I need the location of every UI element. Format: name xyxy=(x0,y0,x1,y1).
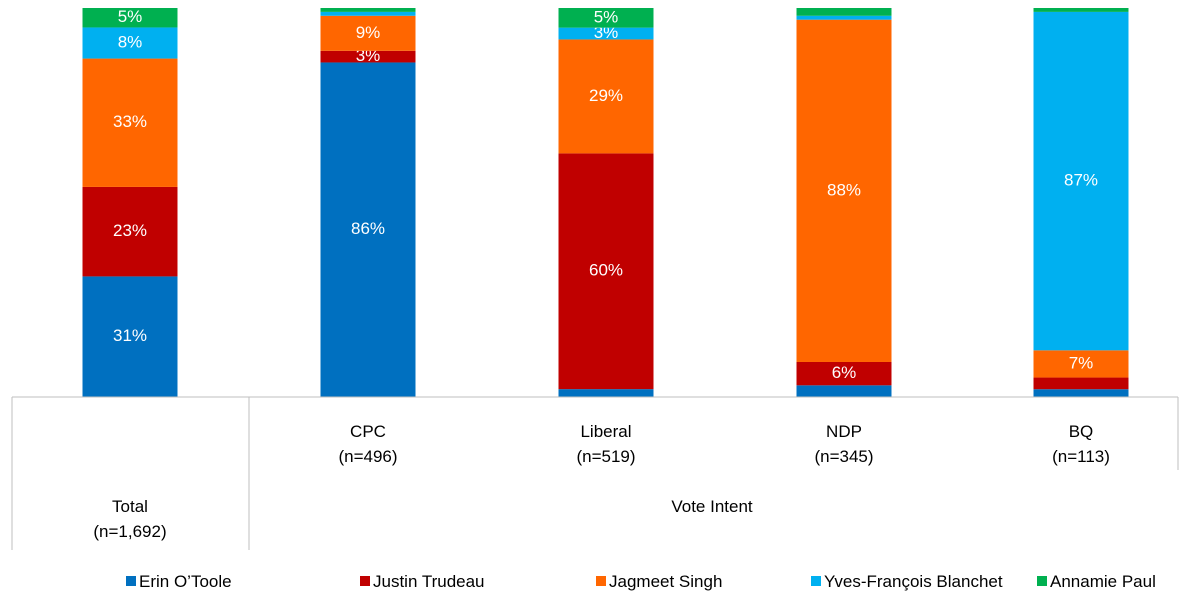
legend-swatch-jagmeet-singh xyxy=(596,576,606,586)
legend: Erin O’Toole Justin Trudeau Jagmeet Singh Y… xyxy=(126,572,1156,591)
legend-label-yves-francois-blanchet: Yves-François Blanchet xyxy=(824,572,1003,591)
data-label-ndp-jagmeet-singh: 88% xyxy=(827,180,861,199)
bar-cpc-jagmeet-singh xyxy=(320,15,416,51)
legend-swatch-annamie-paul xyxy=(1037,576,1047,586)
bars-layer: 31%23%33%8%5%86%3%9%60%29%3%5%6%88%7%87% xyxy=(82,7,1129,398)
data-label-bq-yves-francois-blanchet: 87% xyxy=(1064,171,1098,190)
data-label-cpc-jagmeet-singh: 9% xyxy=(356,23,381,42)
category-label-cpc: CPC xyxy=(350,422,386,441)
category-label-total: Total xyxy=(112,497,148,516)
bar-liberal-yves-francois-blanchet xyxy=(558,27,654,40)
data-label-cpc-erin-o-toole: 86% xyxy=(351,219,385,238)
data-label-bq-jagmeet-singh: 7% xyxy=(1069,353,1094,372)
bar-liberal-annamie-paul xyxy=(558,8,654,28)
data-label-total-yves-francois-blanchet: 8% xyxy=(118,32,143,51)
group-label-vote-intent: Vote Intent xyxy=(671,497,753,516)
bar-ndp-yves-francois-blanchet xyxy=(796,15,892,20)
bar-ndp-justin-trudeau xyxy=(796,361,892,386)
legend-label-erin-o-toole: Erin O’Toole xyxy=(139,572,232,591)
legend-label-justin-trudeau: Justin Trudeau xyxy=(373,572,485,591)
category-n-ndp: (n=345) xyxy=(814,447,873,466)
data-label-liberal-jagmeet-singh: 29% xyxy=(589,86,623,105)
data-label-liberal-yves-francois-blanchet: 3% xyxy=(594,23,619,42)
category-labels: Total (n=1,692) CPC (n=496) Liberal (n=519) ND… xyxy=(93,422,1110,541)
bar-total-annamie-paul xyxy=(82,8,178,28)
bar-bq-yves-francois-blanchet xyxy=(1033,11,1129,351)
bar-cpc-yves-francois-blanchet xyxy=(320,11,416,16)
bar-total-yves-francois-blanchet xyxy=(82,27,178,59)
category-label-ndp: NDP xyxy=(826,422,862,441)
legend-label-annamie-paul: Annamie Paul xyxy=(1050,572,1156,591)
bar-cpc-erin-o-toole xyxy=(320,62,416,398)
category-axis xyxy=(11,396,1179,550)
category-n-bq: (n=113) xyxy=(1052,447,1110,466)
data-label-total-erin-o-toole: 31% xyxy=(113,326,147,345)
data-label-total-jagmeet-singh: 33% xyxy=(113,112,147,131)
bar-total-erin-o-toole xyxy=(82,276,178,397)
category-label-bq: BQ xyxy=(1069,422,1094,441)
bar-ndp-erin-o-toole xyxy=(796,385,892,397)
legend-swatch-erin-o-toole xyxy=(126,576,136,586)
data-label-total-annamie-paul: 5% xyxy=(118,7,143,26)
category-n-cpc: (n=496) xyxy=(338,447,397,466)
bar-total-justin-trudeau xyxy=(82,186,178,277)
legend-swatch-justin-trudeau xyxy=(360,576,370,586)
bar-ndp-jagmeet-singh xyxy=(796,19,892,362)
bar-cpc-annamie-paul xyxy=(320,8,416,12)
bar-bq-erin-o-toole xyxy=(1033,389,1129,397)
bar-liberal-justin-trudeau xyxy=(558,153,654,390)
bar-bq-justin-trudeau xyxy=(1033,377,1129,390)
bar-liberal-erin-o-toole xyxy=(558,389,654,397)
category-n-total: (n=1,692) xyxy=(93,522,166,541)
data-label-liberal-justin-trudeau: 60% xyxy=(589,261,623,280)
data-label-total-justin-trudeau: 23% xyxy=(113,221,147,240)
legend-label-jagmeet-singh: Jagmeet Singh xyxy=(609,572,722,591)
data-label-liberal-annamie-paul: 5% xyxy=(594,7,619,26)
legend-swatch-yves-francois-blanchet xyxy=(811,576,821,586)
bar-liberal-jagmeet-singh xyxy=(558,39,654,154)
category-label-liberal: Liberal xyxy=(580,422,631,441)
bar-bq-jagmeet-singh xyxy=(1033,350,1129,378)
category-n-liberal: (n=519) xyxy=(576,447,635,466)
data-label-cpc-justin-trudeau: 3% xyxy=(356,46,381,65)
bar-cpc-justin-trudeau xyxy=(320,50,416,63)
bar-total-jagmeet-singh xyxy=(82,58,178,187)
data-label-ndp-justin-trudeau: 6% xyxy=(832,363,857,382)
bar-ndp-annamie-paul xyxy=(796,8,892,16)
bar-bq-annamie-paul xyxy=(1033,8,1129,12)
